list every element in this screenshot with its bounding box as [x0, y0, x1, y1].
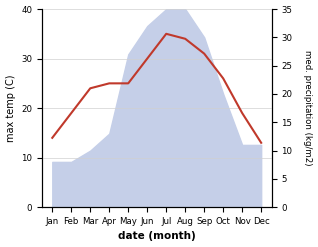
- Y-axis label: max temp (C): max temp (C): [5, 74, 16, 142]
- X-axis label: date (month): date (month): [118, 231, 196, 242]
- Y-axis label: med. precipitation (kg/m2): med. precipitation (kg/m2): [303, 50, 313, 166]
